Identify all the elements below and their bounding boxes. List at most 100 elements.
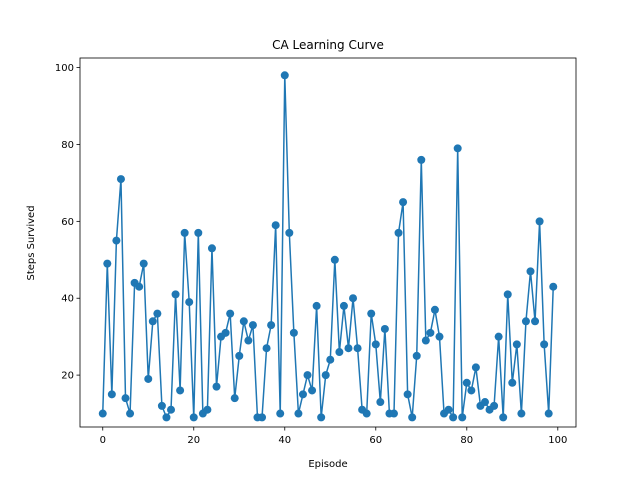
data-point	[262, 344, 271, 353]
data-point	[321, 371, 330, 380]
x-axis-ticks: 0 20 40 60 80 100	[100, 427, 567, 446]
data-point	[139, 259, 148, 268]
data-point	[203, 405, 212, 414]
data-point	[230, 394, 239, 403]
data-point	[526, 267, 535, 276]
y-tick-label: 40	[61, 294, 74, 305]
data-point	[417, 155, 426, 164]
chart-title: CA Learning Curve	[272, 38, 384, 52]
data-point	[267, 321, 276, 330]
data-point	[135, 282, 144, 291]
data-point	[112, 236, 121, 245]
data-point	[353, 344, 362, 353]
data-point	[308, 386, 317, 395]
data-point	[180, 228, 189, 237]
y-tick-label: 100	[55, 63, 74, 74]
data-point	[162, 413, 171, 422]
series-line	[102, 74, 554, 419]
data-point	[176, 386, 185, 395]
y-tick-label: 80	[61, 140, 74, 151]
data-point	[399, 198, 408, 207]
data-point	[189, 413, 198, 422]
x-tick-label: 100	[548, 435, 567, 446]
data-point	[116, 175, 125, 184]
data-point	[549, 282, 558, 291]
data-point	[453, 144, 462, 153]
data-point	[349, 294, 358, 303]
data-point	[171, 290, 180, 299]
y-axis-label: Steps Survived	[26, 205, 37, 280]
data-point	[312, 301, 321, 310]
data-point	[471, 363, 480, 372]
data-point	[403, 390, 412, 399]
data-point	[317, 413, 326, 422]
data-point	[235, 351, 244, 360]
data-point	[494, 332, 503, 341]
data-point	[339, 301, 348, 310]
x-tick-label: 20	[187, 435, 200, 446]
data-point	[426, 328, 435, 337]
data-point	[517, 409, 526, 418]
data-point	[153, 309, 162, 318]
data-point	[194, 228, 203, 237]
data-point	[258, 413, 267, 422]
data-point	[103, 259, 112, 268]
data-point	[335, 348, 344, 357]
data-point	[294, 409, 303, 418]
data-point	[244, 336, 253, 345]
data-point	[239, 317, 248, 326]
data-point	[421, 336, 430, 345]
data-point	[362, 409, 371, 418]
data-point	[380, 324, 389, 333]
y-tick-label: 20	[61, 371, 74, 382]
data-point	[376, 398, 385, 407]
data-point	[148, 317, 157, 326]
data-point	[330, 255, 339, 264]
data-point	[499, 413, 508, 422]
data-point	[508, 378, 517, 387]
data-point	[367, 309, 376, 318]
data-point	[544, 409, 553, 418]
axes-frame	[79, 57, 577, 428]
data-point	[185, 298, 194, 307]
data-point	[121, 394, 130, 403]
y-tick-label: 60	[61, 217, 74, 228]
data-point	[467, 386, 476, 395]
data-point	[412, 351, 421, 360]
data-point	[389, 409, 398, 418]
data-point	[303, 371, 312, 380]
y-axis-ticks: 20 40 60 80 100	[55, 63, 80, 382]
data-point	[444, 405, 453, 414]
data-point	[490, 401, 499, 410]
data-point	[107, 390, 116, 399]
data-point	[167, 405, 176, 414]
data-point	[371, 340, 380, 349]
data-point	[289, 328, 298, 337]
data-point	[276, 409, 285, 418]
data-point	[157, 401, 166, 410]
data-point	[144, 374, 153, 383]
data-point	[435, 332, 444, 341]
x-tick-label: 60	[369, 435, 382, 446]
data-point	[408, 413, 417, 422]
data-point	[271, 221, 280, 230]
data-point	[226, 309, 235, 318]
plot-area	[79, 57, 577, 428]
data-point	[326, 355, 335, 364]
x-tick-label: 0	[100, 435, 106, 446]
data-point	[462, 378, 471, 387]
data-point	[344, 344, 353, 353]
x-axis-label: Episode	[308, 459, 347, 470]
data-point	[480, 398, 489, 407]
data-point	[126, 409, 135, 418]
data-point	[512, 340, 521, 349]
data-point	[430, 305, 439, 314]
data-point	[212, 382, 221, 391]
data-point	[449, 413, 458, 422]
data-point	[531, 317, 540, 326]
data-point	[540, 340, 549, 349]
data-point	[221, 328, 230, 337]
data-point	[458, 413, 467, 422]
